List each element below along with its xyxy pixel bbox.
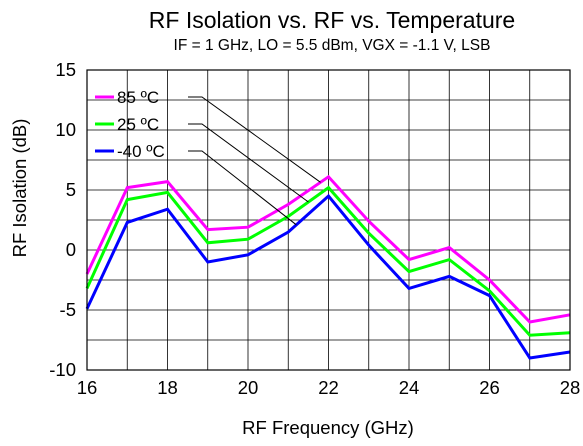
chart-title: RF Isolation vs. RF vs. Temperature [149,7,515,33]
legend-label: -40 ºC [117,142,165,161]
legend-leader-line [188,123,309,203]
legend: 85 ºC 25 ºC -40 ºC [95,88,321,226]
legend-leader-line [188,96,321,183]
legend-label: 25 ºC [117,115,159,134]
x-tick-label: 22 [318,377,339,398]
y-tick-label: 5 [66,179,76,200]
y-tick-label: 10 [55,119,76,140]
series-line [85,193,571,360]
x-tick-label: 24 [399,377,420,398]
x-tick-label: 28 [560,377,581,398]
x-axis-label: RF Frequency (GHz) [242,417,414,438]
x-tick-label: 16 [77,377,98,398]
series-line [85,185,571,337]
y-tick-label: -10 [49,359,76,380]
x-tick-label: 20 [238,377,259,398]
legend-leader-line [188,150,297,226]
y-tick-label: 15 [55,59,76,80]
y-axis-label: RF Isolation (dB) [9,119,30,258]
x-tick-label: 18 [157,377,178,398]
y-tick-label: -5 [60,299,76,320]
y-tick-label: 0 [66,239,76,260]
grid [87,70,570,370]
x-tick-label: 26 [479,377,500,398]
series-line [85,174,571,324]
chart-subtitle: IF = 1 GHz, LO = 5.5 dBm, VGX = -1.1 V, … [174,37,491,54]
series-lines [85,174,571,360]
legend-label: 85 ºC [117,88,159,107]
plot-frame [86,69,571,371]
tick-labels: 16 18 20 22 24 26 28 -10 -5 0 5 10 15 [49,59,580,398]
